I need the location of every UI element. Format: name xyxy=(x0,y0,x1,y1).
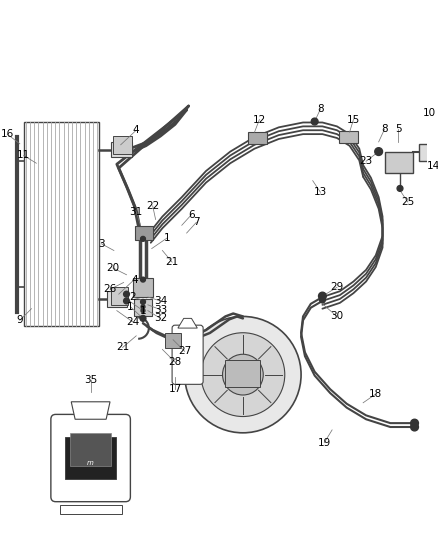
Text: 33: 33 xyxy=(154,305,167,314)
Circle shape xyxy=(397,185,403,191)
FancyBboxPatch shape xyxy=(172,325,203,384)
Text: 8: 8 xyxy=(381,124,388,134)
Circle shape xyxy=(141,277,145,282)
Text: 17: 17 xyxy=(168,384,182,394)
Circle shape xyxy=(411,419,418,427)
Text: 22: 22 xyxy=(146,201,159,211)
Circle shape xyxy=(141,300,145,304)
Text: 13: 13 xyxy=(314,187,327,197)
Text: 18: 18 xyxy=(369,389,382,399)
Bar xyxy=(420,144,438,161)
Circle shape xyxy=(318,292,326,300)
FancyBboxPatch shape xyxy=(51,414,131,502)
Text: 3: 3 xyxy=(98,239,105,249)
Circle shape xyxy=(375,148,382,156)
Text: 14: 14 xyxy=(426,161,438,171)
Text: 35: 35 xyxy=(84,375,97,385)
Text: 1: 1 xyxy=(140,305,146,316)
Text: 9: 9 xyxy=(17,316,23,325)
Text: 16: 16 xyxy=(0,129,14,139)
Polygon shape xyxy=(71,402,110,419)
Polygon shape xyxy=(178,318,197,328)
Bar xyxy=(226,360,260,387)
Text: 32: 32 xyxy=(154,313,167,324)
Text: 20: 20 xyxy=(106,263,120,273)
Text: 23: 23 xyxy=(360,156,373,166)
Bar xyxy=(111,142,132,157)
Text: 15: 15 xyxy=(347,115,360,125)
Text: 25: 25 xyxy=(401,197,414,207)
Bar xyxy=(24,123,99,326)
Circle shape xyxy=(311,118,318,125)
Text: 26: 26 xyxy=(103,284,117,294)
Text: 7: 7 xyxy=(193,217,200,228)
Bar xyxy=(107,291,127,307)
Circle shape xyxy=(141,305,145,309)
Bar xyxy=(113,136,132,154)
Text: 11: 11 xyxy=(17,150,30,160)
Text: 12: 12 xyxy=(253,115,266,125)
Text: 21: 21 xyxy=(116,343,129,352)
Circle shape xyxy=(141,309,145,312)
Text: 31: 31 xyxy=(130,207,143,217)
Bar xyxy=(65,437,116,479)
Bar xyxy=(111,287,128,305)
Text: 1: 1 xyxy=(164,233,170,243)
Circle shape xyxy=(124,291,129,297)
Bar xyxy=(248,132,267,144)
Text: m: m xyxy=(87,460,94,466)
Circle shape xyxy=(140,316,146,321)
Bar xyxy=(135,226,153,240)
Bar xyxy=(70,433,111,466)
Circle shape xyxy=(185,317,301,433)
Circle shape xyxy=(201,333,285,416)
Text: 30: 30 xyxy=(330,311,343,321)
Text: 6: 6 xyxy=(188,209,195,220)
Bar xyxy=(133,278,153,297)
Text: 10: 10 xyxy=(423,108,436,118)
Text: 4: 4 xyxy=(133,125,140,135)
Text: 28: 28 xyxy=(168,357,182,367)
Circle shape xyxy=(141,237,145,241)
Text: 24: 24 xyxy=(127,317,140,327)
Text: 8: 8 xyxy=(317,104,324,114)
Bar xyxy=(60,505,122,514)
Text: 2: 2 xyxy=(129,292,136,302)
Text: 19: 19 xyxy=(318,438,331,448)
Text: 34: 34 xyxy=(154,296,167,306)
Circle shape xyxy=(223,354,263,395)
Bar xyxy=(385,151,413,173)
Text: 27: 27 xyxy=(178,346,191,357)
Text: 21: 21 xyxy=(166,257,179,267)
Bar xyxy=(165,333,181,349)
Circle shape xyxy=(319,297,325,303)
Text: 29: 29 xyxy=(330,282,343,293)
Circle shape xyxy=(124,298,129,304)
Bar xyxy=(339,131,358,143)
Text: 5: 5 xyxy=(395,124,401,134)
Text: 1: 1 xyxy=(127,302,134,312)
Bar xyxy=(134,299,152,317)
Circle shape xyxy=(411,423,418,431)
Text: 4: 4 xyxy=(131,274,138,285)
